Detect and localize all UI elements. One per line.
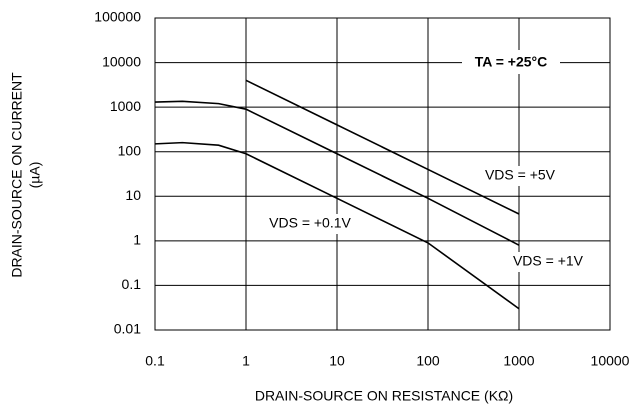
y-tick-label: 10 (125, 187, 141, 203)
annotation: TA = +25°C (475, 54, 548, 70)
series-label: VDS = +5V (485, 167, 556, 183)
legend-bg (260, 214, 360, 234)
y-tick-label: 10000 (102, 53, 141, 69)
y-tick-label: 1000 (110, 98, 141, 114)
plot-border (154, 17, 611, 331)
x-tick-label: 100 (416, 353, 440, 369)
x-tick-label: 0.1 (145, 353, 165, 369)
series-label: VDS = +1V (513, 253, 584, 269)
x-axis-label: DRAIN-SOURCE ON RESISTANCE (KΩ) (255, 388, 513, 404)
x-tick-label: 10 (329, 353, 345, 369)
y-axis-label: DRAIN-SOURCE ON CURRENT (9, 72, 25, 278)
y-tick-label: 0.1 (122, 276, 142, 292)
y-tick-label: 100 (118, 142, 142, 158)
legend-bg (498, 252, 598, 272)
series-line (154, 141, 520, 310)
x-tick-label: 1000 (503, 353, 534, 369)
series-line (154, 100, 520, 246)
y-tick-label: 1 (133, 232, 141, 248)
legend-bg (470, 166, 570, 186)
series-label: VDS = +0.1V (269, 215, 351, 231)
y-tick-label: 100000 (94, 9, 141, 25)
y-axis-label: (µA) (27, 162, 43, 189)
annotation-bg (462, 50, 560, 74)
x-tick-label: 10000 (591, 353, 630, 369)
y-tick-label: 0.01 (114, 321, 141, 337)
series-line (245, 79, 520, 215)
x-tick-label: 1 (242, 353, 250, 369)
